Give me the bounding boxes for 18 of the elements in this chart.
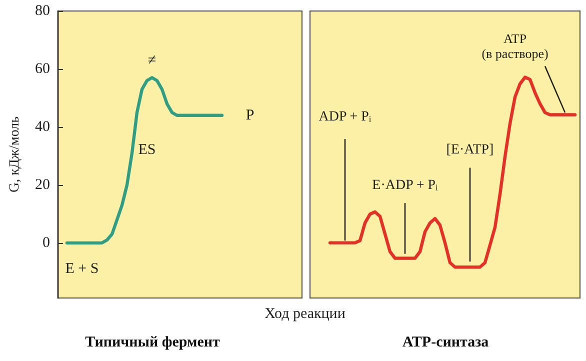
annotation: [E·ATP]	[446, 142, 494, 158]
x-axis-title: Ход реакции	[264, 306, 346, 323]
y-tick-label: 60	[35, 60, 50, 77]
y-axis-title: G, кДж/моль	[8, 116, 22, 193]
annotation: ≠	[148, 52, 156, 68]
annotation: E + S	[65, 261, 99, 278]
line-series	[65, 76, 224, 245]
y-tick-label: 80	[35, 3, 50, 19]
text: ATP (в растворе)	[482, 30, 548, 61]
text: Типичный фермент	[85, 334, 221, 350]
text: P	[246, 107, 254, 124]
y-tick-label: 40	[35, 118, 50, 135]
text: АТР-синтаза	[402, 334, 490, 350]
annotation: ES	[138, 142, 156, 158]
y-tick-label: 0	[42, 234, 50, 251]
y-tick-label: 20	[35, 176, 50, 193]
annotation: E·ADP + Pᵢ	[372, 178, 439, 193]
annotation: ADP + Pᵢ	[318, 109, 372, 124]
